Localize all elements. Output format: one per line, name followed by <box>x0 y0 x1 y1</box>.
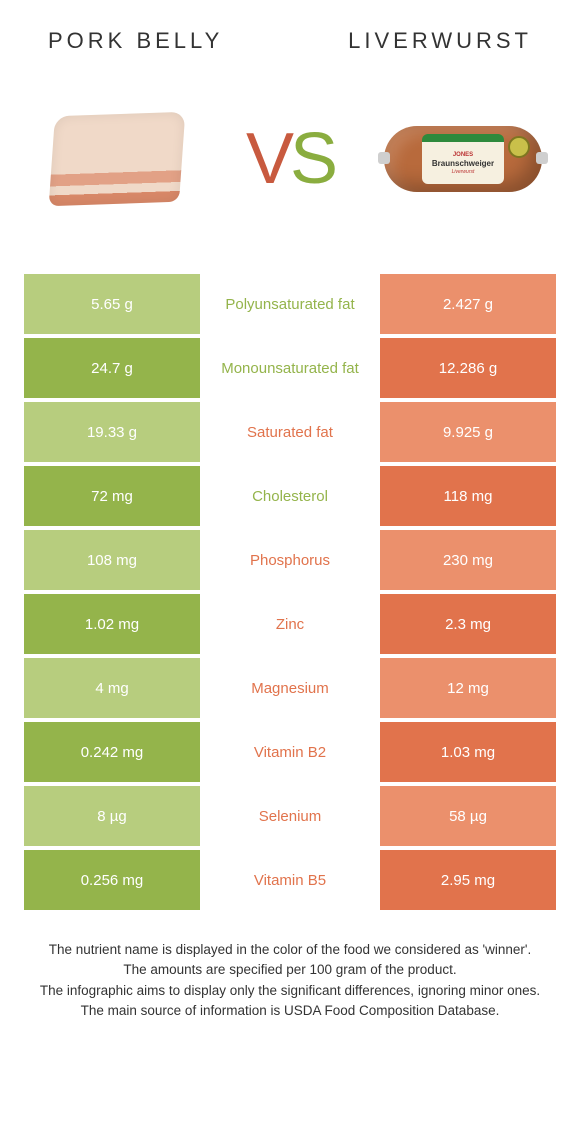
right-value: 12.286 g <box>380 338 556 398</box>
left-value: 1.02 mg <box>24 594 200 654</box>
table-row: 24.7 gMonounsaturated fat12.286 g <box>24 338 556 398</box>
nutrient-label: Phosphorus <box>200 530 380 590</box>
footer-line: The nutrient name is displayed in the co… <box>34 940 546 960</box>
table-row: 4 mgMagnesium12 mg <box>24 658 556 718</box>
nutrient-label: Monounsaturated fat <box>200 338 380 398</box>
right-value: 118 mg <box>380 466 556 526</box>
gluten-free-badge-icon <box>508 136 530 158</box>
table-row: 0.242 mgVitamin B21.03 mg <box>24 722 556 782</box>
left-value: 72 mg <box>24 466 200 526</box>
liverwurst-name: Braunschweiger <box>432 159 494 168</box>
table-row: 1.02 mgZinc2.3 mg <box>24 594 556 654</box>
nutrient-label: Magnesium <box>200 658 380 718</box>
hero-row: VS JONES Braunschweiger Liverwurst <box>0 54 580 254</box>
left-value: 19.33 g <box>24 402 200 462</box>
nutrient-label: Cholesterol <box>200 466 380 526</box>
footer-line: The amounts are specified per 100 gram o… <box>34 960 546 980</box>
right-value: 9.925 g <box>380 402 556 462</box>
left-value: 0.256 mg <box>24 850 200 910</box>
footer-line: The main source of information is USDA F… <box>34 1001 546 1021</box>
right-value: 12 mg <box>380 658 556 718</box>
right-value: 2.427 g <box>380 274 556 334</box>
liverwurst-brand: JONES <box>453 152 473 158</box>
nutrient-label: Selenium <box>200 786 380 846</box>
left-value: 108 mg <box>24 530 200 590</box>
vs-label: VS <box>246 118 334 200</box>
right-value: 2.3 mg <box>380 594 556 654</box>
right-value: 1.03 mg <box>380 722 556 782</box>
title-row: Pork belly Liverwurst <box>0 0 580 54</box>
nutrient-label: Polyunsaturated fat <box>200 274 380 334</box>
right-value: 58 µg <box>380 786 556 846</box>
nutrient-label: Saturated fat <box>200 402 380 462</box>
left-value: 8 µg <box>24 786 200 846</box>
comparison-table: 5.65 gPolyunsaturated fat2.427 g24.7 gMo… <box>24 274 556 910</box>
nutrient-label: Zinc <box>200 594 380 654</box>
table-row: 108 mgPhosphorus230 mg <box>24 530 556 590</box>
liverwurst-image: JONES Braunschweiger Liverwurst <box>378 94 548 224</box>
nutrient-label: Vitamin B5 <box>200 850 380 910</box>
left-value: 24.7 g <box>24 338 200 398</box>
vs-v: V <box>246 119 290 199</box>
pork-belly-image <box>32 94 202 224</box>
nutrient-label: Vitamin B2 <box>200 722 380 782</box>
table-row: 5.65 gPolyunsaturated fat2.427 g <box>24 274 556 334</box>
table-row: 72 mgCholesterol118 mg <box>24 466 556 526</box>
left-value: 4 mg <box>24 658 200 718</box>
vs-s: S <box>290 119 334 199</box>
footer-notes: The nutrient name is displayed in the co… <box>34 940 546 1021</box>
left-value: 5.65 g <box>24 274 200 334</box>
table-row: 8 µgSelenium58 µg <box>24 786 556 846</box>
footer-line: The infographic aims to display only the… <box>34 981 546 1001</box>
liverwurst-sub: Liverwurst <box>452 169 475 175</box>
right-value: 230 mg <box>380 530 556 590</box>
table-row: 19.33 gSaturated fat9.925 g <box>24 402 556 462</box>
left-food-title: Pork belly <box>48 28 223 54</box>
right-value: 2.95 mg <box>380 850 556 910</box>
right-food-title: Liverwurst <box>348 28 532 54</box>
table-row: 0.256 mgVitamin B52.95 mg <box>24 850 556 910</box>
left-value: 0.242 mg <box>24 722 200 782</box>
